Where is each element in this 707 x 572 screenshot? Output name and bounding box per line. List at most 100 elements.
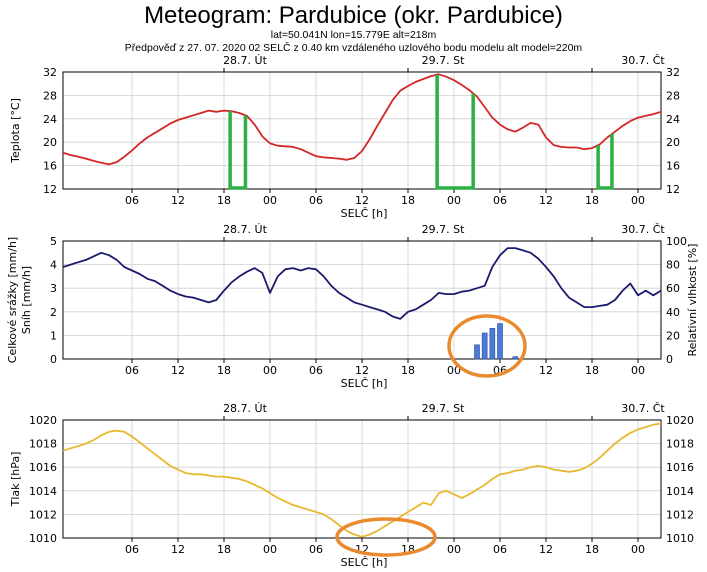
y-tick-label-left: 32 bbox=[43, 66, 57, 79]
day-label: 30.7. Čt bbox=[621, 223, 665, 236]
x-axis-label: SELČ [h] bbox=[341, 207, 388, 220]
x-tick-label: 12 bbox=[539, 194, 553, 207]
y-axis-label: Tlak [hPa] bbox=[9, 452, 22, 508]
x-tick-label: 18 bbox=[217, 194, 231, 207]
x-tick-label: 06 bbox=[309, 194, 323, 207]
x-tick-label: 12 bbox=[539, 543, 553, 556]
x-tick-label: 18 bbox=[585, 194, 599, 207]
location-coords: lat=50.041N lon=15.779E alt=218m bbox=[270, 29, 437, 41]
page-title: Meteogram: Pardubice (okr. Pardubice) bbox=[144, 2, 563, 29]
precip-marker-band bbox=[228, 111, 248, 190]
y-tick-label-right: 28 bbox=[666, 89, 680, 102]
day-label: 29.7. St bbox=[422, 54, 465, 67]
x-tick-label: 00 bbox=[263, 194, 277, 207]
y-tick-label-right: 32 bbox=[666, 66, 680, 79]
forecast-info: Předpověď z 27. 07. 2020 02 SELČ z 0.40 … bbox=[124, 42, 583, 54]
y-tick-label-left: 24 bbox=[43, 113, 57, 126]
y-tick-label-left: 3 bbox=[50, 282, 57, 295]
x-tick-label: 18 bbox=[217, 543, 231, 556]
precip-marker-band bbox=[596, 134, 614, 190]
x-axis-label: SELČ [h] bbox=[341, 556, 388, 569]
y-tick-label-right: 1020 bbox=[666, 414, 694, 427]
precip-bar bbox=[489, 328, 496, 360]
x-tick-label: 12 bbox=[171, 543, 185, 556]
x-axis-label: SELČ [h] bbox=[341, 377, 388, 390]
y-tick-label-left: 1018 bbox=[29, 438, 57, 451]
y-tick-label-right: 40 bbox=[666, 306, 680, 319]
precip-bar bbox=[481, 332, 488, 360]
y-tick-label-right: 0 bbox=[666, 353, 673, 366]
precip_humidity-line bbox=[62, 247, 662, 320]
x-tick-label: 06 bbox=[309, 364, 323, 377]
precip-bar bbox=[497, 323, 503, 360]
y-tick-label-left: 0 bbox=[50, 353, 57, 366]
x-tick-label: 12 bbox=[539, 364, 553, 377]
pressure-line bbox=[62, 422, 662, 538]
x-tick-label: 00 bbox=[447, 194, 461, 207]
x-tick-label: 06 bbox=[125, 194, 139, 207]
y-tick-label-left: 1020 bbox=[29, 414, 57, 427]
x-tick-label: 18 bbox=[217, 364, 231, 377]
y-tick-label-right: 12 bbox=[666, 183, 680, 196]
y-tick-label-right: 20 bbox=[666, 329, 680, 342]
x-tick-label: 06 bbox=[493, 543, 507, 556]
y-tick-label-right: 60 bbox=[666, 282, 680, 295]
y-tick-label-left: 12 bbox=[43, 183, 57, 196]
x-tick-label: 00 bbox=[263, 364, 277, 377]
x-tick-label: 00 bbox=[631, 364, 645, 377]
day-label: 30.7. Čt bbox=[621, 54, 665, 67]
x-tick-label: 18 bbox=[585, 543, 599, 556]
x-tick-label: 12 bbox=[171, 364, 185, 377]
y-tick-label-left: 1016 bbox=[29, 461, 57, 474]
y-tick-label-right: 1010 bbox=[666, 532, 694, 545]
x-tick-label: 12 bbox=[355, 194, 369, 207]
highlight-ellipse-pressure bbox=[335, 517, 437, 557]
x-tick-label: 12 bbox=[171, 194, 185, 207]
x-tick-label: 00 bbox=[631, 194, 645, 207]
day-label: 29.7. St bbox=[422, 223, 465, 236]
x-tick-label: 18 bbox=[401, 364, 415, 377]
y-tick-label-left: 28 bbox=[43, 89, 57, 102]
x-tick-label: 18 bbox=[585, 364, 599, 377]
y-tick-label-right: 1014 bbox=[666, 485, 694, 498]
y-tick-label-left: 1012 bbox=[29, 508, 57, 521]
y-tick-label-left: 5 bbox=[50, 235, 57, 248]
y-tick-label-right: 24 bbox=[666, 113, 680, 126]
y-tick-label-left: 1014 bbox=[29, 485, 57, 498]
x-tick-label: 00 bbox=[447, 543, 461, 556]
precip-marker-band bbox=[435, 74, 475, 190]
y-tick-label-right: 1012 bbox=[666, 508, 694, 521]
y-axis-label-secondary: Sníh [mm/h] bbox=[20, 266, 33, 334]
day-label: 29.7. St bbox=[422, 402, 465, 415]
x-tick-label: 00 bbox=[631, 543, 645, 556]
y-tick-label-right: 80 bbox=[666, 259, 680, 272]
day-label: 28.7. Út bbox=[223, 402, 268, 415]
x-tick-label: 06 bbox=[125, 543, 139, 556]
y-axis-label-right: Relativní vlhkost [%] bbox=[686, 244, 699, 357]
temperature-line bbox=[62, 73, 662, 166]
day-label: 28.7. Út bbox=[223, 223, 268, 236]
day-label: 30.7. Čt bbox=[621, 402, 665, 415]
y-tick-label-left: 2 bbox=[50, 306, 57, 319]
precip-bar bbox=[474, 344, 480, 360]
y-tick-label-left: 4 bbox=[50, 259, 57, 272]
y-tick-label-right: 100 bbox=[666, 235, 687, 248]
x-tick-label: 12 bbox=[355, 364, 369, 377]
y-tick-label-right: 1018 bbox=[666, 438, 694, 451]
y-tick-label-left: 1 bbox=[50, 329, 57, 342]
precip-bar bbox=[512, 356, 519, 360]
y-tick-label-left: 16 bbox=[43, 160, 57, 173]
x-tick-label: 06 bbox=[309, 543, 323, 556]
y-tick-label-left: 1010 bbox=[29, 532, 57, 545]
x-tick-label: 18 bbox=[401, 194, 415, 207]
day-label: 28.7. Út bbox=[223, 54, 268, 67]
y-tick-label-right: 16 bbox=[666, 160, 680, 173]
y-tick-label-right: 20 bbox=[666, 136, 680, 149]
y-axis-label: Celkové srážky [mm/h] bbox=[6, 237, 19, 363]
x-tick-label: 06 bbox=[493, 194, 507, 207]
x-tick-label: 06 bbox=[125, 364, 139, 377]
y-axis-label: Teplota [°C] bbox=[9, 98, 22, 164]
highlight-ellipse-precip bbox=[447, 314, 527, 378]
y-tick-label-right: 1016 bbox=[666, 461, 694, 474]
